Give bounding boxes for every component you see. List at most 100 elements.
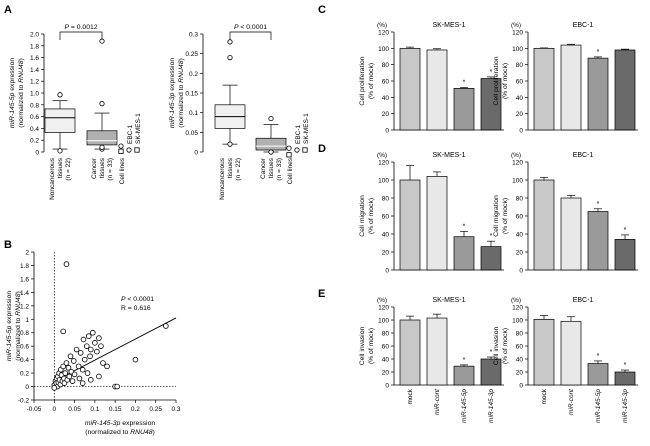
bar: [453, 365, 475, 386]
y-tick-label: 60: [382, 79, 390, 86]
category-label: miR-cont: [434, 388, 441, 415]
panel-label-b: B: [4, 239, 12, 251]
y-tick-label: 20: [516, 250, 524, 257]
x-tick-label: -0.05: [27, 406, 42, 413]
y-tick-label: 20: [382, 250, 390, 257]
y-tick-label: 0.8: [30, 102, 39, 109]
y-tick-label: 120: [512, 30, 523, 37]
y-tick-label: 0.2: [189, 71, 198, 78]
legend-label: EBC-1: [295, 124, 302, 144]
x-tick-label: 0.2: [131, 406, 140, 413]
significance-star: *: [597, 201, 600, 208]
y-axis-label-part: expression: [169, 58, 176, 93]
y-axis-label-part: RNU48: [18, 60, 25, 83]
panel-label-c: C: [318, 4, 326, 16]
y-axis-label: (% of mock): [502, 63, 509, 99]
y-axis-label: (normalized to RNU48): [178, 58, 185, 128]
scatter-point: [69, 378, 76, 384]
scatter-point: [88, 377, 94, 383]
y-tick-label: 0.1: [189, 110, 198, 117]
p-value-text: < 0.0001: [239, 24, 268, 31]
significance-star: *: [463, 357, 466, 364]
significance-bracket: [229, 31, 272, 40]
outlier-point: [57, 148, 63, 154]
category-label: miR-145-5p: [461, 389, 468, 423]
y-tick-label: 0: [519, 383, 523, 390]
bar: [453, 236, 475, 271]
significance-star: *: [490, 69, 493, 76]
bar: [560, 44, 582, 131]
bar: [614, 49, 636, 131]
scatter-point: [60, 363, 67, 370]
category-label: miR-145-5p: [595, 389, 602, 423]
x-axis-label: (normalized to RNU48): [85, 429, 155, 436]
bar: [614, 239, 636, 271]
group-label: Cell lines: [287, 157, 294, 184]
y-tick-label: 0.8: [20, 330, 29, 337]
y-tick-label: 1.2: [20, 303, 29, 310]
scatter-point: [75, 363, 82, 370]
y-tick-label: 100: [378, 318, 389, 325]
y-tick-label: 1.8: [20, 263, 29, 270]
bar: [614, 371, 636, 386]
bar: [399, 47, 421, 131]
bar: [533, 179, 555, 271]
p-symbol: P: [64, 24, 69, 31]
bar: [480, 246, 502, 271]
scatter-point: [94, 348, 100, 355]
group-label: tissues: [268, 157, 275, 178]
y-axis-label: (% of mock): [502, 198, 509, 234]
y-tick-label: 40: [382, 95, 390, 102]
box: [86, 130, 118, 146]
x-tick-label: 0.05: [68, 406, 81, 413]
x-axis-label-part: RNU48: [130, 429, 153, 436]
scatter-point: [62, 370, 69, 376]
y-tick-label: 0.4: [30, 126, 39, 133]
y-axis-label: (% of mock): [368, 63, 375, 99]
y-tick-label: 120: [512, 160, 523, 167]
y-tick-label: 0.6: [20, 344, 29, 351]
significance-star: *: [597, 353, 600, 360]
scatter-point: [71, 371, 78, 378]
y-tick-label: 80: [382, 331, 390, 338]
y-tick-label: 40: [516, 95, 524, 102]
scatter-point: [67, 353, 74, 360]
scatter-point: [63, 360, 70, 366]
regression-line: [54, 317, 177, 382]
significance-star: *: [490, 349, 493, 356]
y-axis-label-part: (normalized to: [15, 316, 22, 361]
group-label: (n = 22): [65, 158, 72, 181]
y-unit: (%): [377, 152, 387, 159]
scatter-point: [100, 360, 106, 366]
x-tick-label: 0.3: [171, 406, 180, 413]
y-tick-label: 0: [519, 268, 523, 275]
group-label: Cancer: [91, 157, 98, 179]
y-axis-label-part: expression: [9, 58, 16, 93]
group-label: (n = 33): [276, 158, 283, 181]
y-tick-label: 80: [516, 331, 524, 338]
outlier-point: [268, 149, 274, 155]
legend-label: EBC-1: [127, 124, 134, 144]
group-label: Noncancerous: [219, 157, 226, 200]
scatter-point: [83, 343, 90, 349]
y-axis-label-part: (normalized to: [18, 83, 25, 128]
panel-label-a: A: [4, 4, 12, 16]
y-tick-label: 120: [512, 305, 523, 312]
scatter-point: [79, 380, 86, 386]
y-tick-label: 1: [25, 317, 29, 324]
y-tick-label: 60: [516, 344, 524, 351]
significance-star: *: [463, 80, 466, 87]
category-label: mock: [541, 388, 548, 404]
x-axis-label: miR-145-3p expression: [85, 420, 155, 427]
scatter-point: [73, 346, 80, 353]
cell-line-marker: [118, 148, 124, 154]
y-axis-label: Cell migration: [493, 195, 500, 237]
y-axis-label-part: ): [18, 58, 25, 60]
significance-star: *: [624, 362, 627, 369]
scatter-point: [65, 364, 72, 371]
y-axis-label-part: ): [178, 58, 185, 60]
group-label: Cell lines: [119, 157, 126, 184]
scatter-point: [81, 356, 88, 363]
group-label: Noncancerous: [49, 157, 56, 200]
